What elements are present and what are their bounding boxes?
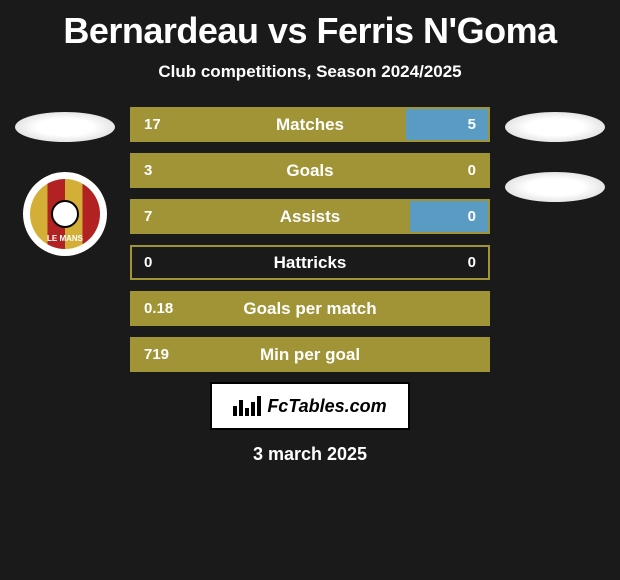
stat-bar: 0.18 Goals per match — [130, 291, 490, 326]
bar-chart-icon — [233, 396, 261, 416]
comparison-container: Bernardeau vs Ferris N'Goma Club competi… — [0, 0, 620, 580]
player-avatar-placeholder — [505, 112, 605, 142]
stat-fill-left — [132, 201, 410, 232]
badge-stripes: LE MANS — [30, 179, 100, 249]
content-row: LE MANS 17 Matches 5 3 Goals 0 7 Assists 0 0 Hattr… — [0, 107, 620, 372]
stat-value-left: 0.18 — [144, 300, 173, 317]
branding-box[interactable]: FcTables.com — [210, 382, 410, 430]
badge-text: LE MANS — [47, 234, 83, 243]
date-label: 3 march 2025 — [0, 444, 620, 465]
stat-label: Matches — [276, 115, 344, 135]
stat-label: Goals — [286, 161, 333, 181]
branding-text: FcTables.com — [267, 396, 386, 417]
stat-bar: 0 Hattricks 0 — [130, 245, 490, 280]
stat-label: Min per goal — [260, 345, 360, 365]
stat-bar: 719 Min per goal — [130, 337, 490, 372]
stat-value-right: 0 — [468, 208, 476, 225]
player-avatar-placeholder — [505, 172, 605, 202]
soccer-ball-icon — [51, 200, 79, 228]
stat-value-right: 0 — [468, 162, 476, 179]
stat-value-left: 719 — [144, 346, 169, 363]
page-title: Bernardeau vs Ferris N'Goma — [0, 10, 620, 52]
subtitle: Club competitions, Season 2024/2025 — [0, 62, 620, 82]
right-avatar-column — [505, 107, 605, 202]
stat-value-left: 3 — [144, 162, 152, 179]
stat-value-right: 0 — [468, 254, 476, 271]
stat-label: Assists — [280, 207, 340, 227]
stat-value-left: 7 — [144, 208, 152, 225]
stat-fill-left — [132, 109, 406, 140]
stat-label: Goals per match — [243, 299, 376, 319]
stat-value-left: 17 — [144, 116, 161, 133]
stat-value-left: 0 — [144, 254, 152, 271]
stat-bar: 17 Matches 5 — [130, 107, 490, 142]
stat-bar: 3 Goals 0 — [130, 153, 490, 188]
stat-fill-right — [410, 201, 488, 232]
stat-value-right: 5 — [468, 116, 476, 133]
stat-bar: 7 Assists 0 — [130, 199, 490, 234]
club-badge: LE MANS — [23, 172, 107, 256]
stats-column: 17 Matches 5 3 Goals 0 7 Assists 0 0 Hattricks 0 0.1… — [130, 107, 490, 372]
stat-label: Hattricks — [274, 253, 347, 273]
player-avatar-placeholder — [15, 112, 115, 142]
left-avatar-column: LE MANS — [15, 107, 115, 256]
